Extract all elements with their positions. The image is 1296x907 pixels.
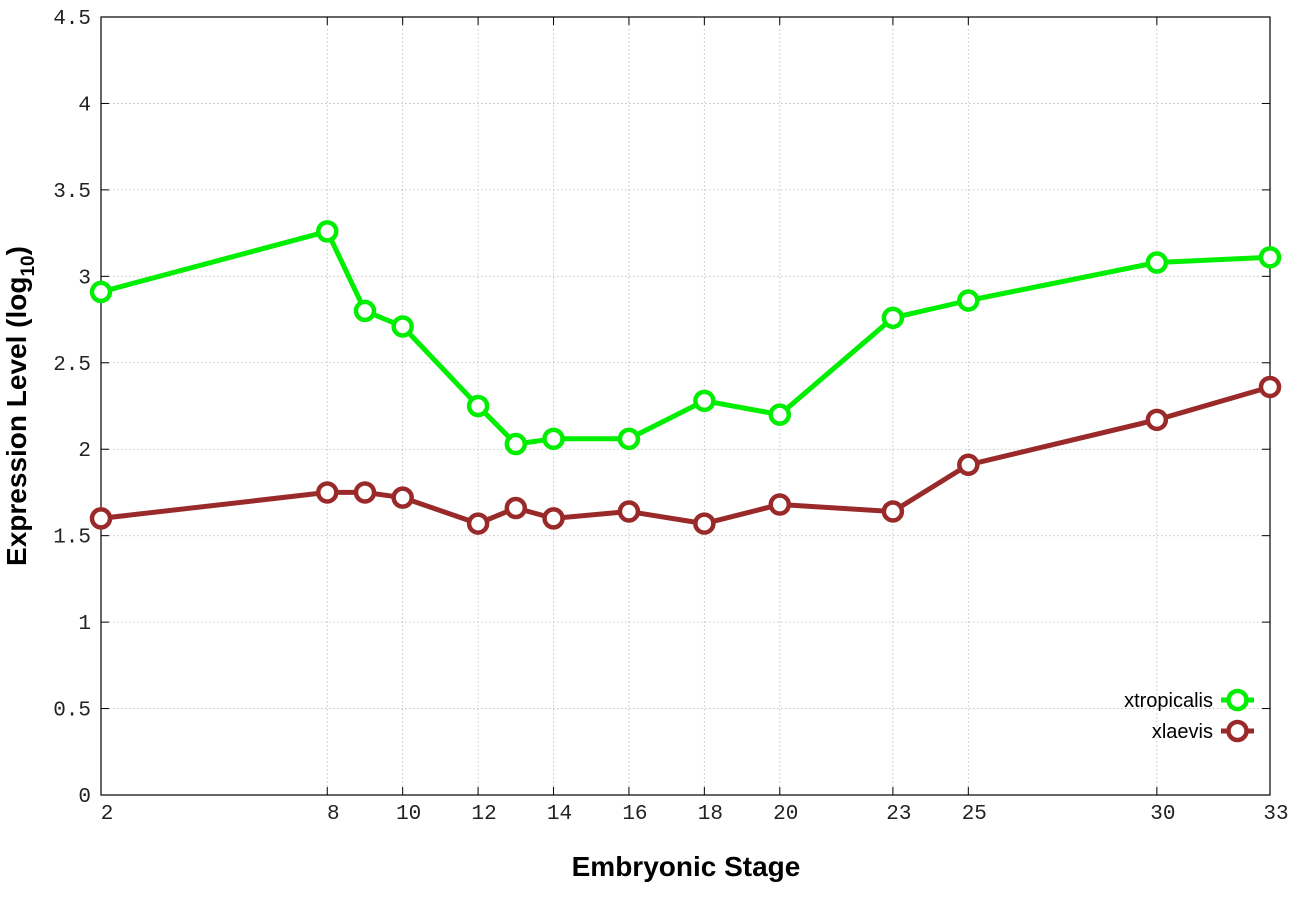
series-line xyxy=(100,228,1271,447)
x-tick-label: 12 xyxy=(471,803,496,826)
y-tick-label: 1.5 xyxy=(53,527,91,550)
data-point xyxy=(1258,375,1282,399)
y-tick-label: 0.5 xyxy=(53,700,91,723)
data-point xyxy=(617,500,641,523)
data-point xyxy=(542,427,565,451)
data-point xyxy=(957,289,980,312)
data-point xyxy=(391,315,414,338)
plot-frame xyxy=(100,16,1271,796)
data-point xyxy=(1145,251,1169,274)
data-point xyxy=(768,403,792,426)
data-point xyxy=(693,512,716,535)
data-point xyxy=(881,500,905,523)
data-point xyxy=(542,507,565,530)
data-point xyxy=(316,220,339,243)
series-xtropicalis xyxy=(89,220,1282,456)
x-tick-label: 33 xyxy=(1263,803,1288,826)
y-tick-label: 3 xyxy=(78,267,91,290)
data-point xyxy=(1145,408,1169,432)
data-point xyxy=(391,486,414,509)
y-tick-label: 4 xyxy=(78,94,91,117)
x-tick-label: 25 xyxy=(962,803,987,826)
data-point xyxy=(466,512,490,535)
x-tick-label: 16 xyxy=(622,803,647,826)
x-axis-title: Embryonic Stage xyxy=(572,851,801,882)
y-tick-label: 1 xyxy=(78,613,91,636)
y-tick-label: 2.5 xyxy=(53,354,91,377)
data-point xyxy=(617,427,641,451)
y-tick-label: 0 xyxy=(78,786,91,809)
series-layer xyxy=(89,220,1282,535)
data-point xyxy=(316,481,339,504)
data-point xyxy=(89,280,113,304)
legend-marker xyxy=(1226,719,1249,743)
data-point xyxy=(353,299,377,323)
x-tick-label: 14 xyxy=(547,803,572,826)
axis-ticks: 0 0.5 1 1.5 2 2.5 3 3.5 4 4.5 2 8 10 12 14 16 18 20 23 25 30… xyxy=(53,8,1288,826)
data-point xyxy=(768,493,792,516)
x-tick-label: 18 xyxy=(698,803,723,826)
data-point xyxy=(353,481,377,504)
grid xyxy=(101,17,1270,795)
x-tick-label: 2 xyxy=(101,803,114,826)
data-point xyxy=(957,453,980,477)
data-point xyxy=(693,389,716,413)
data-point xyxy=(504,432,528,456)
legend-label: xtropicalis xyxy=(1124,690,1213,712)
legend-marker xyxy=(1226,688,1249,712)
x-tick-label: 10 xyxy=(396,803,421,826)
y-axis-title-close: ) xyxy=(1,246,32,255)
y-tick-label: 2 xyxy=(78,440,91,463)
data-point xyxy=(1258,246,1282,269)
y-tick-label: 3.5 xyxy=(53,181,91,204)
data-point xyxy=(466,394,490,418)
x-tick-label: 8 xyxy=(327,803,340,826)
y-axis-title: Expression Level (log10) xyxy=(1,246,39,566)
legend: xtropicalis xlaevis xyxy=(1124,688,1254,743)
y-axis-title-subscript: 10 xyxy=(18,255,39,276)
data-point xyxy=(504,496,528,520)
legend-label: xlaevis xyxy=(1152,721,1213,743)
data-point xyxy=(881,306,905,330)
series-line xyxy=(100,384,1271,527)
series-xlaevis xyxy=(89,375,1282,535)
x-tick-label: 23 xyxy=(886,803,911,826)
x-tick-label: 30 xyxy=(1150,803,1175,826)
data-point xyxy=(89,507,113,530)
y-axis-title-main: Expression Level (log xyxy=(1,277,32,566)
y-tick-label: 4.5 xyxy=(53,8,91,31)
x-tick-label: 20 xyxy=(773,803,798,826)
